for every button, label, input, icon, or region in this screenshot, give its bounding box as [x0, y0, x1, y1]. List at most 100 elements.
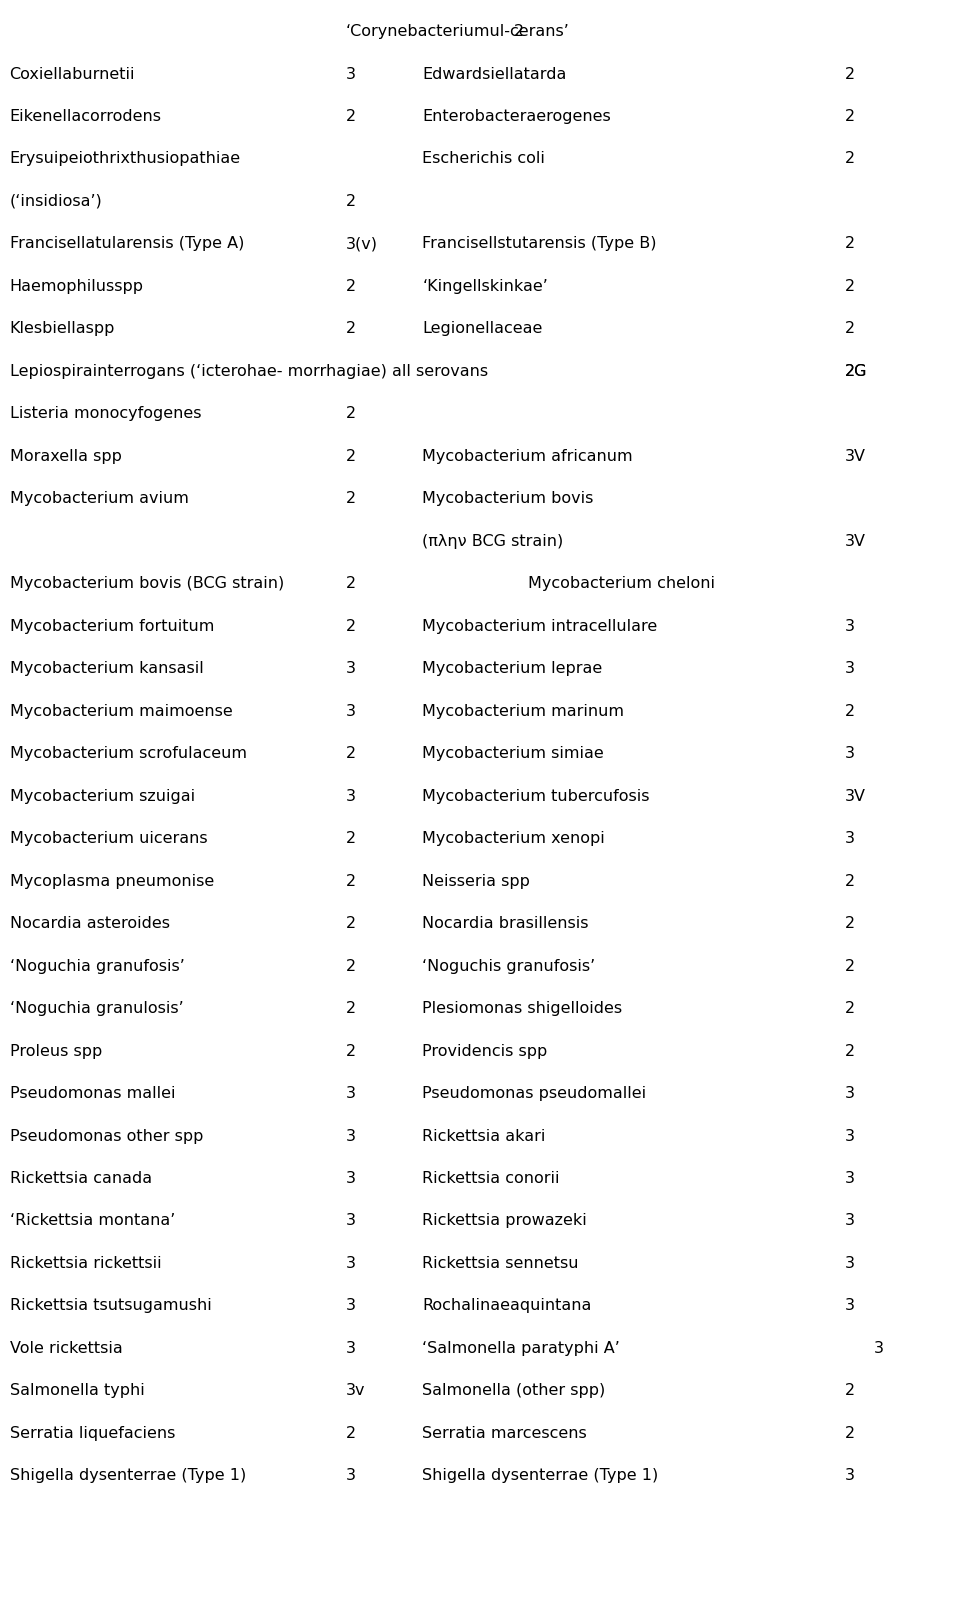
Text: Serratia marcescens: Serratia marcescens	[422, 1427, 588, 1441]
Text: Mycobacterium intracellulare: Mycobacterium intracellulare	[422, 619, 658, 633]
Text: Pseudomonas mallei: Pseudomonas mallei	[10, 1087, 175, 1101]
Text: Mycobacterium uicerans: Mycobacterium uicerans	[10, 832, 207, 846]
Text: 3: 3	[346, 704, 355, 718]
Text: Mycobacterium xenopi: Mycobacterium xenopi	[422, 832, 605, 846]
Text: Pseudomonas pseudomallei: Pseudomonas pseudomallei	[422, 1087, 646, 1101]
Text: 3: 3	[845, 1172, 854, 1186]
Text: 2: 2	[346, 194, 356, 208]
Text: 3V: 3V	[845, 534, 866, 548]
Text: 3: 3	[874, 1340, 883, 1356]
Text: Mycobacterium bovis (BCG strain): Mycobacterium bovis (BCG strain)	[10, 577, 284, 592]
Text: 2: 2	[346, 959, 356, 973]
Text: Mycobacterium bovis: Mycobacterium bovis	[422, 491, 594, 507]
Text: Mycobacterium szuigai: Mycobacterium szuigai	[10, 789, 195, 803]
Text: 2: 2	[346, 322, 356, 337]
Text: ‘Salmonella paratyphi A’: ‘Salmonella paratyphi A’	[422, 1340, 620, 1356]
Text: Providencis spp: Providencis spp	[422, 1044, 547, 1058]
Text: 3: 3	[845, 1087, 854, 1101]
Text: Klesbiellaspp: Klesbiellaspp	[10, 322, 115, 337]
Text: 2: 2	[346, 491, 356, 507]
Text: ‘Noguchia granulosis’: ‘Noguchia granulosis’	[10, 1000, 183, 1016]
Text: Nocardia brasillensis: Nocardia brasillensis	[422, 917, 588, 931]
Text: 3: 3	[346, 1087, 355, 1101]
Text: Enterobacteraerogenes: Enterobacteraerogenes	[422, 109, 612, 123]
Text: 2: 2	[845, 322, 855, 337]
Text: Rochalinaeaquintana: Rochalinaeaquintana	[422, 1298, 591, 1313]
Text: 2: 2	[845, 1044, 855, 1058]
Text: Edwardsiellatarda: Edwardsiellatarda	[422, 67, 566, 82]
Text: 3: 3	[346, 1298, 355, 1313]
Text: Mycobacterium simiae: Mycobacterium simiae	[422, 747, 604, 761]
Text: Francisellatularensis (Type A): Francisellatularensis (Type A)	[10, 237, 244, 252]
Text: Mycobacterium tubercufosis: Mycobacterium tubercufosis	[422, 789, 650, 803]
Text: Rickettsia rickettsii: Rickettsia rickettsii	[10, 1257, 161, 1271]
Text: Erysuipeiothrixthusiopathiae: Erysuipeiothrixthusiopathiae	[10, 152, 241, 167]
Text: Rickettsia akari: Rickettsia akari	[422, 1129, 546, 1143]
Text: 2: 2	[845, 1427, 855, 1441]
Text: ‘Noguchia granufosis’: ‘Noguchia granufosis’	[10, 959, 184, 973]
Text: Proleus spp: Proleus spp	[10, 1044, 102, 1058]
Text: Shigella dysenterrae (Type 1): Shigella dysenterrae (Type 1)	[10, 1468, 246, 1483]
Text: 3V: 3V	[845, 789, 866, 803]
Text: 3: 3	[845, 1213, 854, 1228]
Text: Shigella dysenterrae (Type 1): Shigella dysenterrae (Type 1)	[422, 1468, 659, 1483]
Text: 3: 3	[346, 1172, 355, 1186]
Text: Mycobacterium maimoense: Mycobacterium maimoense	[10, 704, 232, 718]
Text: Mycobacterium marinum: Mycobacterium marinum	[422, 704, 624, 718]
Text: Salmonella (other spp): Salmonella (other spp)	[422, 1383, 606, 1398]
Text: 2: 2	[346, 1044, 356, 1058]
Text: Mycoplasma pneumonise: Mycoplasma pneumonise	[10, 874, 214, 888]
Text: 3: 3	[346, 67, 355, 82]
Text: Plesiomonas shigelloides: Plesiomonas shigelloides	[422, 1000, 622, 1016]
Text: Neisseria spp: Neisseria spp	[422, 874, 530, 888]
Text: ‘Corynebacteriumul­cerans’: ‘Corynebacteriumul­cerans’	[346, 24, 569, 38]
Text: Listeria monocyfogenes: Listeria monocyfogenes	[10, 407, 201, 422]
Text: Rickettsia tsutsugamushi: Rickettsia tsutsugamushi	[10, 1298, 211, 1313]
Text: Haemophilusspp: Haemophilusspp	[10, 279, 144, 293]
Text: 2: 2	[845, 152, 855, 167]
Text: 3: 3	[845, 1257, 854, 1271]
Text: Mycobacterium africanum: Mycobacterium africanum	[422, 449, 633, 463]
Text: Coxiellaburnetii: Coxiellaburnetii	[10, 67, 135, 82]
Text: ‘Kingellskinkae’: ‘Kingellskinkae’	[422, 279, 548, 293]
Text: 2: 2	[346, 1000, 356, 1016]
Text: 3V: 3V	[845, 449, 866, 463]
Text: Rickettsia sennetsu: Rickettsia sennetsu	[422, 1257, 579, 1271]
Text: (‘insidiosa’): (‘insidiosa’)	[10, 194, 103, 208]
Text: 3: 3	[845, 1129, 854, 1143]
Text: 3v: 3v	[346, 1383, 365, 1398]
Text: Mycobacterium cheloni: Mycobacterium cheloni	[528, 577, 715, 592]
Text: 2: 2	[514, 24, 524, 38]
Text: 2: 2	[845, 1000, 855, 1016]
Text: 3: 3	[845, 832, 854, 846]
Text: Rickettsia conorii: Rickettsia conorii	[422, 1172, 560, 1186]
Text: Francisellstutarensis (Type B): Francisellstutarensis (Type B)	[422, 237, 657, 252]
Text: Salmonella typhi: Salmonella typhi	[10, 1383, 144, 1398]
Text: 3: 3	[346, 1340, 355, 1356]
Text: 2: 2	[845, 109, 855, 123]
Text: Nocardia asteroides: Nocardia asteroides	[10, 917, 170, 931]
Text: 2: 2	[346, 577, 356, 592]
Text: 3: 3	[346, 1257, 355, 1271]
Text: 2: 2	[346, 832, 356, 846]
Text: Vole rickettsia: Vole rickettsia	[10, 1340, 122, 1356]
Text: 2: 2	[845, 1383, 855, 1398]
Text: 3: 3	[346, 662, 355, 676]
Text: Pseudomonas other spp: Pseudomonas other spp	[10, 1129, 203, 1143]
Text: 3: 3	[845, 619, 854, 633]
Text: Mycobacterium fortuitum: Mycobacterium fortuitum	[10, 619, 214, 633]
Text: Rickettsia canada: Rickettsia canada	[10, 1172, 152, 1186]
Text: Serratia liquefaciens: Serratia liquefaciens	[10, 1427, 175, 1441]
Text: 2: 2	[346, 619, 356, 633]
Text: 3: 3	[845, 1468, 854, 1483]
Text: 2: 2	[845, 917, 855, 931]
Text: 2: 2	[346, 407, 356, 422]
Text: Escherichis coli: Escherichis coli	[422, 152, 545, 167]
Text: ‘Noguchis granufosis’: ‘Noguchis granufosis’	[422, 959, 595, 973]
Text: Moraxella spp: Moraxella spp	[10, 449, 122, 463]
Text: 2: 2	[845, 237, 855, 252]
Text: (πλην BCG strain): (πλην BCG strain)	[422, 534, 564, 548]
Text: ‘Rickettsia montana’: ‘Rickettsia montana’	[10, 1213, 175, 1228]
Text: 3: 3	[845, 662, 854, 676]
Text: Mycobacterium avium: Mycobacterium avium	[10, 491, 188, 507]
